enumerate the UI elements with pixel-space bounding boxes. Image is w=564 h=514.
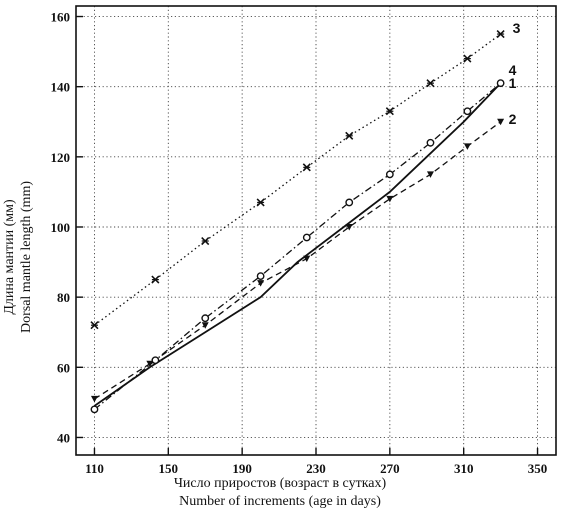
data-point bbox=[90, 405, 99, 414]
grid-lines bbox=[76, 6, 556, 455]
data-point bbox=[256, 198, 265, 207]
data-point bbox=[257, 280, 265, 287]
y-tick-label: 120 bbox=[51, 150, 71, 165]
x-tick-label: 110 bbox=[85, 461, 104, 476]
data-point bbox=[345, 198, 354, 207]
data-point bbox=[201, 236, 210, 246]
data-point bbox=[90, 395, 98, 403]
data-point bbox=[385, 107, 394, 116]
series-1 bbox=[93, 82, 502, 407]
data-point bbox=[146, 360, 154, 368]
y-tick-label: 40 bbox=[57, 430, 70, 445]
series-label-4: 4 bbox=[509, 62, 517, 78]
x-axis-title-en: Number of increments (age in days) bbox=[179, 494, 381, 509]
x-tick-label: 230 bbox=[306, 461, 326, 476]
data-point bbox=[201, 322, 209, 329]
series-3 bbox=[90, 29, 505, 330]
data-point bbox=[386, 195, 394, 203]
series-label-2: 2 bbox=[509, 111, 517, 127]
series-lines bbox=[90, 29, 505, 414]
series-4 bbox=[90, 79, 505, 414]
y-tick-label: 140 bbox=[51, 80, 71, 95]
data-point bbox=[345, 131, 354, 140]
y-axis-title-en: Dorsal mantle length (mm) bbox=[19, 181, 34, 333]
x-tick-label: 310 bbox=[454, 461, 474, 476]
x-tick-label: 350 bbox=[528, 461, 548, 476]
data-point bbox=[497, 118, 505, 126]
data-point bbox=[496, 29, 505, 39]
x-tick-label: 150 bbox=[159, 461, 179, 476]
data-point bbox=[385, 170, 394, 179]
series-labels: 1 2 3 4 bbox=[509, 20, 521, 127]
series-line-1 bbox=[93, 82, 502, 407]
series-line-2 bbox=[94, 121, 501, 400]
data-point bbox=[151, 275, 160, 284]
y-tick-label: 60 bbox=[57, 360, 70, 375]
x-tick-label: 190 bbox=[232, 461, 252, 476]
series-line-3 bbox=[94, 33, 501, 326]
data-point bbox=[302, 233, 311, 242]
y-tick-label: 100 bbox=[51, 220, 71, 235]
data-point bbox=[463, 143, 471, 150]
data-point bbox=[426, 138, 435, 147]
data-point bbox=[426, 171, 434, 178]
axis-ticks: 110 150 190 230 270 310 350 40 60 80 100 120 140 160 bbox=[51, 10, 548, 476]
data-point bbox=[463, 54, 472, 63]
series-label-3: 3 bbox=[513, 20, 521, 36]
y-tick-label: 160 bbox=[51, 10, 71, 25]
data-point bbox=[151, 356, 160, 365]
data-point bbox=[426, 79, 435, 88]
series-2 bbox=[90, 118, 505, 403]
series-line-4 bbox=[94, 82, 502, 410]
y-tick-label: 80 bbox=[57, 290, 70, 305]
data-point bbox=[463, 107, 472, 116]
data-point bbox=[256, 272, 265, 281]
x-tick-label: 270 bbox=[380, 461, 400, 476]
series-label-1: 1 bbox=[509, 75, 517, 91]
data-point bbox=[345, 223, 353, 231]
data-point bbox=[496, 79, 505, 88]
x-axis-title-ru: Число приростов (возраст в сутках) bbox=[174, 476, 387, 491]
data-point bbox=[90, 321, 99, 330]
data-point bbox=[303, 255, 311, 263]
data-point bbox=[302, 163, 311, 172]
y-axis-title-ru: Длина мантии (мм) bbox=[2, 199, 17, 315]
data-point bbox=[201, 314, 210, 323]
